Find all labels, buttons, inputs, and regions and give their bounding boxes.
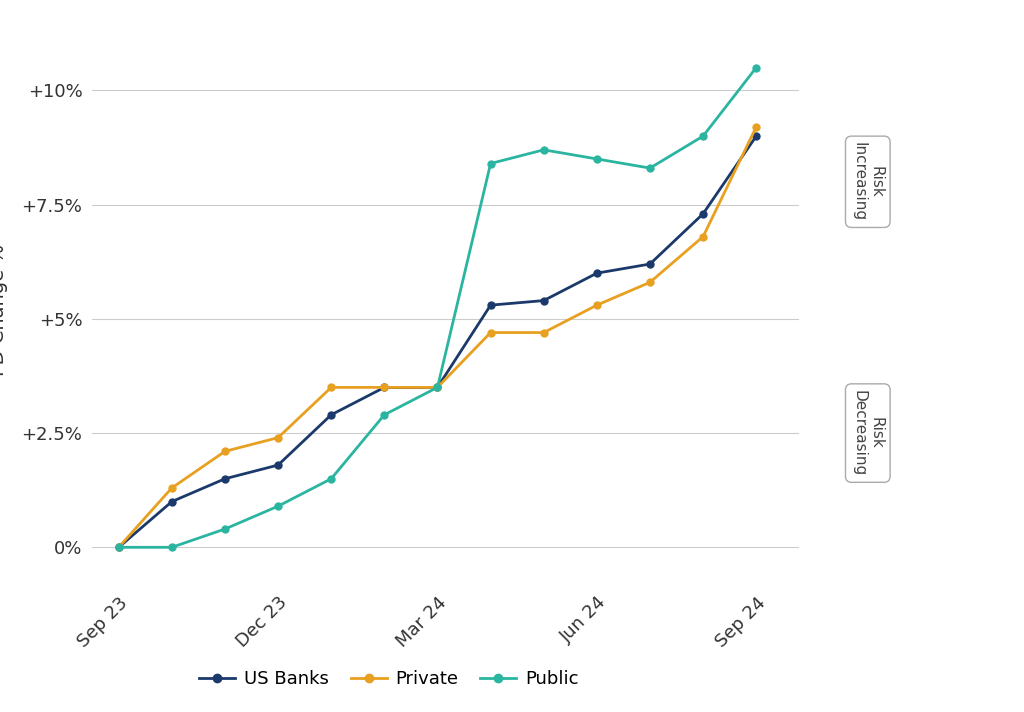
- US Banks: [591, 269, 603, 278]
- Private: [272, 434, 285, 442]
- US Banks: [219, 474, 231, 483]
- Private: [484, 328, 497, 337]
- Private: [538, 328, 550, 337]
- Private: [166, 483, 178, 492]
- US Banks: [538, 296, 550, 305]
- Private: [750, 122, 762, 131]
- Private: [219, 447, 231, 456]
- US Banks: [166, 498, 178, 506]
- US Banks: [272, 461, 285, 469]
- US Banks: [697, 209, 710, 218]
- Private: [697, 232, 710, 241]
- Public: [113, 543, 125, 552]
- US Banks: [484, 301, 497, 310]
- Legend: US Banks, Private, Public: US Banks, Private, Public: [191, 663, 586, 696]
- Line: Private: Private: [116, 123, 760, 551]
- Public: [697, 132, 710, 140]
- Public: [378, 411, 390, 419]
- Public: [272, 502, 285, 511]
- US Banks: [113, 543, 125, 552]
- Private: [113, 543, 125, 552]
- US Banks: [644, 260, 656, 268]
- Public: [325, 474, 337, 483]
- Public: [166, 543, 178, 552]
- Y-axis label: PD Change %: PD Change %: [0, 244, 7, 376]
- US Banks: [378, 383, 390, 392]
- US Banks: [431, 383, 443, 392]
- US Banks: [325, 411, 337, 419]
- Text: Risk
Decreasing: Risk Decreasing: [852, 390, 884, 476]
- Line: Public: Public: [116, 64, 760, 551]
- US Banks: [750, 132, 762, 140]
- Public: [750, 63, 762, 72]
- Text: Risk
Increasing: Risk Increasing: [852, 142, 884, 221]
- Public: [219, 525, 231, 533]
- Private: [378, 383, 390, 392]
- Private: [431, 383, 443, 392]
- Line: US Banks: US Banks: [116, 132, 760, 551]
- Private: [644, 278, 656, 287]
- Public: [644, 164, 656, 172]
- Private: [591, 301, 603, 310]
- Public: [484, 159, 497, 168]
- Public: [538, 145, 550, 154]
- Public: [591, 155, 603, 163]
- Public: [431, 383, 443, 392]
- Private: [325, 383, 337, 392]
